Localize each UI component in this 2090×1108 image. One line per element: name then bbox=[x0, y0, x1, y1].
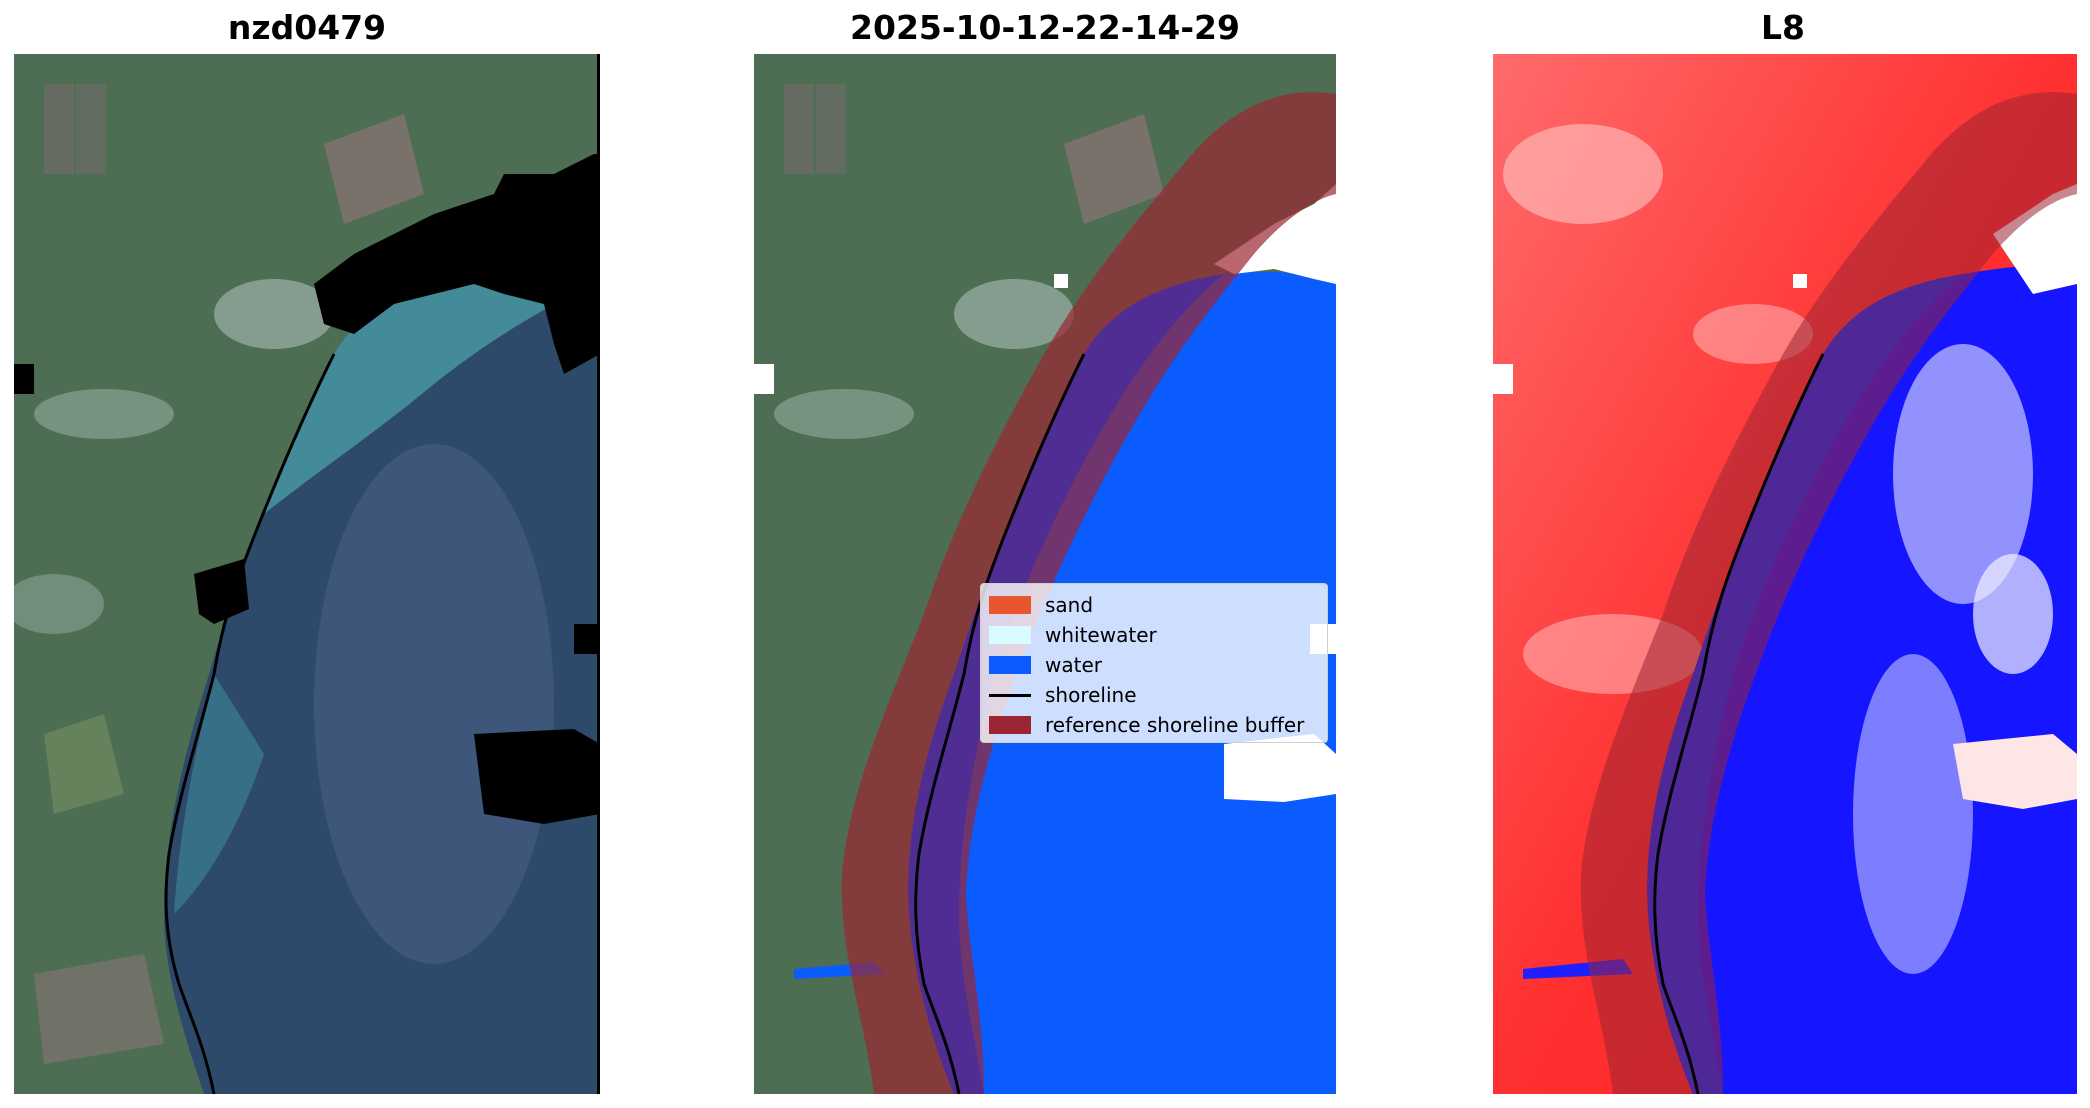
legend-item-whitewater: whitewater bbox=[989, 620, 1319, 650]
legend-item-buffer: reference shoreline buffer bbox=[989, 710, 1319, 740]
legend-item-water: water bbox=[989, 650, 1319, 680]
legend-item-sand: sand bbox=[989, 590, 1319, 620]
rgb-image-panel bbox=[14, 54, 600, 1094]
index-image bbox=[1493, 54, 2077, 1094]
legend-swatch-water bbox=[989, 656, 1031, 674]
legend-label-shoreline: shoreline bbox=[1045, 683, 1137, 707]
panel-title-rgb: nzd0479 bbox=[227, 8, 387, 47]
panel-title-index: L8 bbox=[1761, 8, 1805, 47]
reference-shoreline-buffer bbox=[841, 92, 1336, 1094]
legend: sand whitewater water shoreline referenc… bbox=[980, 583, 1328, 743]
legend-label-buffer: reference shoreline buffer bbox=[1045, 713, 1305, 737]
legend-label-whitewater: whitewater bbox=[1045, 623, 1157, 647]
legend-label-water: water bbox=[1045, 653, 1102, 677]
legend-swatch-whitewater bbox=[989, 626, 1031, 644]
legend-swatch-buffer bbox=[989, 716, 1031, 734]
rgb-image bbox=[14, 54, 600, 1094]
shoreline-line bbox=[914, 353, 1086, 1094]
legend-swatch-sand bbox=[989, 596, 1031, 614]
legend-line-shoreline bbox=[989, 686, 1031, 704]
index-image-panel bbox=[1493, 54, 2077, 1094]
legend-label-sand: sand bbox=[1045, 593, 1094, 617]
panel-title-classified: 2025-10-12-22-14-29 bbox=[850, 8, 1240, 47]
classified-image bbox=[754, 54, 1336, 1094]
legend-item-shoreline: shoreline bbox=[989, 680, 1319, 710]
classified-image-panel bbox=[754, 54, 1336, 1094]
